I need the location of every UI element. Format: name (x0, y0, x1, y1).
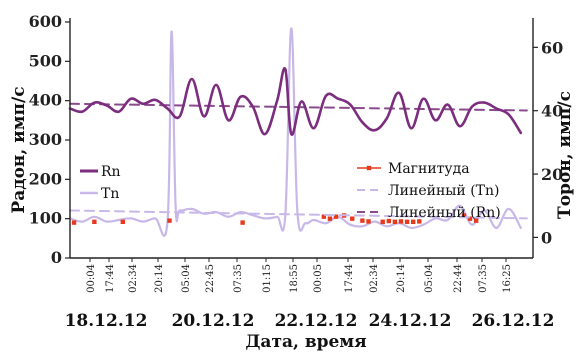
tn-series-line (68, 27, 522, 237)
x-tick-label: 02:34 (369, 264, 380, 293)
x-tick-label: 22:45 (205, 264, 216, 293)
magnitude-marker (333, 214, 339, 219)
y-left-tick-label: 200 (29, 169, 62, 188)
x-tick-label: 07:35 (233, 264, 244, 293)
legend-magnitude-label: Магнитуда (388, 161, 470, 177)
legend-lin-tn-label: Линейный (Tn) (388, 183, 500, 199)
magnitude-marker (404, 219, 410, 225)
x-tick-label: 05:04 (424, 264, 435, 293)
x-tick-label: 02:34 (128, 264, 139, 293)
magnitude-marker (398, 219, 404, 224)
magnitude-marker (327, 216, 333, 221)
magnitude-marker (473, 218, 479, 223)
x-date-label: 18.12.12 (65, 311, 148, 331)
x-tick-label: 20:14 (396, 264, 407, 293)
magnitude-marker (71, 220, 77, 225)
y-left-tick-label: 0 (51, 248, 62, 267)
magnitude-marker (321, 214, 327, 219)
x-tick-label: 07:35 (478, 264, 489, 293)
x-date-label: 20.12.12 (172, 311, 255, 331)
magnitude-marker (360, 218, 365, 223)
magnitude-marker (386, 218, 392, 224)
x-tick-label: 00:04 (86, 264, 97, 293)
x-axis-label: Дата, время (245, 332, 366, 352)
legend-lin-rn-label: Линейный (Rn) (388, 205, 501, 221)
legend-rn-label: Rn (101, 164, 121, 180)
legend-right: Магнитуда Линейный (Tn) Линейный (Rn) (357, 161, 501, 221)
x-tick-label: 22:44 (453, 264, 464, 293)
x-tick-label: 01:15 (262, 264, 273, 293)
magnitude-marker (461, 213, 467, 218)
magnitude-marker (240, 220, 245, 225)
x-tick-label: 05:04 (181, 264, 192, 293)
x-tick-label: 18:55 (289, 264, 300, 293)
x-date-label: 22.12.12 (275, 311, 358, 331)
x-tick-label: 20:14 (154, 264, 165, 293)
y-right-tick-label: 40 (541, 102, 563, 121)
magnitude-marker (92, 219, 97, 225)
y-right-tick-label: 20 (541, 165, 563, 184)
y-left-tick-label: 400 (29, 91, 62, 110)
x-tick-label: 17:44 (344, 264, 355, 293)
magnitude-marker (350, 216, 355, 221)
y-left-tick-label: 300 (29, 130, 62, 149)
magnitude-marker (120, 219, 125, 225)
legend-left: Rn Tn (80, 164, 121, 202)
magnitude-marker (410, 219, 416, 225)
magnitude-marker (366, 219, 371, 224)
x-tick-label: 00:05 (313, 264, 324, 293)
tn-trend-line (69, 209, 528, 220)
magnitude-marker (417, 219, 422, 224)
x-date-label: 26.12.12 (472, 311, 555, 331)
y-left-tick-label: 500 (29, 51, 62, 70)
x-tick-label: 17:44 (105, 264, 116, 293)
ticks-layer: 0 100 200 300 400 500 600 0 20 40 60 00:04 17:44 02:3… (29, 12, 564, 331)
y-left-tick-label: 100 (29, 209, 62, 228)
y-axis-right-label: Торон, имп/с (555, 91, 575, 219)
x-tick-label: 16:25 (502, 264, 513, 293)
y-right-tick-label: 60 (541, 38, 563, 57)
rn-series-line (68, 67, 523, 136)
magnitude-marker (380, 219, 385, 225)
series-layer (68, 27, 528, 237)
magnitude-marker (467, 216, 473, 221)
legend-tn-label: Tn (101, 186, 119, 202)
magnitude-marker (392, 219, 398, 225)
legend-magnitude-swatch-marker (366, 165, 372, 171)
y-axis-left-label: Радон, имп/с (9, 86, 29, 213)
y-right-tick-label: 0 (541, 228, 552, 247)
axes-layer (69, 18, 534, 259)
y-left-tick-label: 600 (29, 12, 62, 31)
x-date-label: 24.12.12 (369, 311, 452, 331)
magnitude-marker (167, 218, 172, 223)
